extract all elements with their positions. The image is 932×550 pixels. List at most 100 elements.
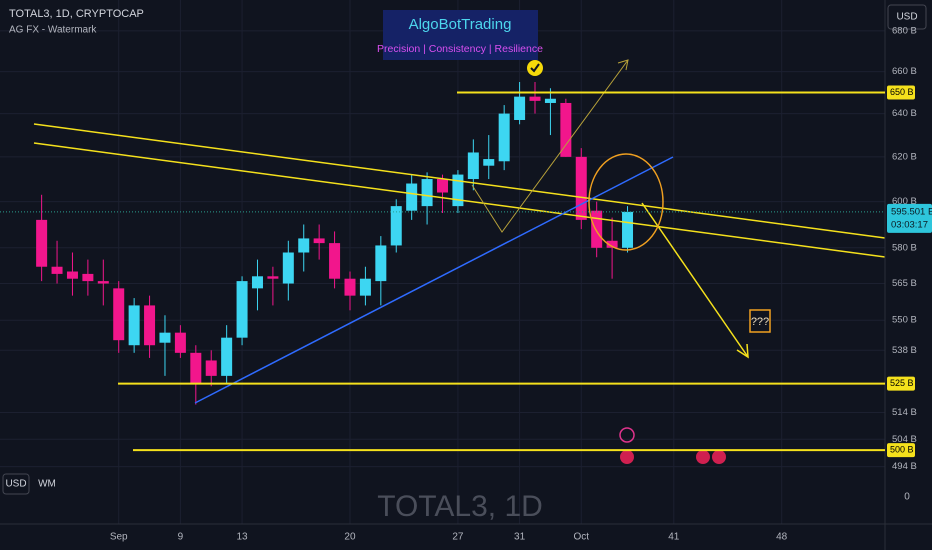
level-label: 525 B: [890, 378, 914, 388]
candle-body: [421, 179, 433, 207]
candle-body: [313, 238, 325, 244]
x-tick-label: Sep: [110, 532, 128, 543]
candle-body: [51, 266, 63, 274]
x-tick-label: Oct: [573, 532, 589, 543]
level-label: 500 B: [890, 445, 914, 455]
y-tick-label: 620 B: [892, 151, 917, 162]
y-tick-label: 660 B: [892, 66, 917, 77]
currency-toggle[interactable]: [2, 473, 30, 495]
candles: [36, 81, 634, 405]
candle-body: [544, 98, 556, 103]
event-icon: [696, 450, 710, 464]
y-tick-label: 494 B: [892, 461, 917, 472]
check-mark: [530, 63, 540, 73]
candle-body: [128, 305, 140, 346]
x-tick-label: 48: [776, 532, 788, 543]
y-tick-label: 504 B: [892, 434, 917, 445]
chart-title: TOTAL3, 1D, CRYPTOCAP: [9, 8, 144, 20]
annotation: ???: [751, 316, 769, 328]
candle-body: [606, 240, 618, 248]
y-tick-label: 680 B: [892, 25, 917, 36]
level-label-box: [887, 85, 915, 100]
volume-axis-label: 0: [904, 492, 910, 503]
candle-body: [159, 332, 171, 343]
x-tick-label: 27: [452, 532, 464, 543]
x-tick-label: 13: [237, 532, 249, 543]
countdown: 03:03:17: [891, 219, 928, 230]
current-price-label: 595.501 B: [891, 206, 932, 217]
candle-body: [329, 243, 341, 279]
event-icon: [712, 450, 726, 464]
candle-body: [190, 352, 202, 384]
y-tick-label: 514 B: [892, 407, 917, 418]
candle-body: [97, 281, 109, 284]
candle-body: [174, 332, 186, 353]
y-tick-label: 640 B: [892, 108, 917, 119]
arrow: [641, 202, 749, 358]
candle-body: [575, 156, 587, 220]
x-tick-label: 9: [178, 532, 184, 543]
candle-body: [36, 219, 48, 267]
x-tick-label: 20: [344, 532, 356, 543]
arrow-head: [736, 343, 749, 359]
brand-title: AlgoBotTrading: [409, 16, 512, 33]
trend-line: [194, 156, 674, 404]
arrow-head: [617, 59, 629, 71]
candle-body: [236, 281, 248, 338]
event-icon: [619, 427, 635, 443]
candle-body: [82, 273, 94, 282]
candle-body: [359, 278, 371, 296]
level-label-box: [887, 443, 915, 458]
y-tick-label: 538 B: [892, 345, 917, 356]
candle-body: [298, 238, 310, 253]
x-tick-label: 41: [668, 532, 680, 543]
candle-body: [144, 305, 156, 346]
candle-body: [452, 174, 464, 207]
candle-body: [267, 276, 279, 279]
level-label: 650 B: [890, 87, 914, 97]
candle-body: [514, 96, 526, 120]
trend-line: [33, 123, 886, 239]
current-price-box: [887, 203, 932, 233]
y-tick-label: 580 B: [892, 242, 917, 253]
candle-body: [437, 179, 448, 193]
trend-line: [33, 142, 886, 258]
currency-button[interactable]: [887, 4, 927, 30]
candle-body: [375, 245, 387, 282]
brand-box: [383, 10, 538, 60]
highlight-circle: [588, 153, 664, 251]
candle-body: [529, 96, 541, 101]
x-tick-label: 31: [514, 532, 526, 543]
event-icon: [620, 450, 634, 464]
candle-body: [205, 360, 217, 376]
level-label-box: [887, 376, 915, 391]
candle-body: [113, 288, 125, 341]
y-tick-label: 600 B: [892, 196, 917, 207]
watermark: TOTAL3, 1D: [377, 490, 543, 523]
wm-toggle[interactable]: WM: [38, 479, 56, 490]
annotation-box: [749, 309, 771, 333]
candle-body: [390, 206, 402, 246]
currency[interactable]: USD: [896, 12, 917, 23]
candle-body: [221, 337, 233, 376]
projection-path: [471, 59, 629, 233]
candle-body: [483, 159, 495, 166]
candle-body: [282, 252, 294, 284]
chart-subtitle: AG FX - Watermark: [9, 25, 97, 36]
candle-body: [251, 276, 263, 289]
candle-body: [591, 210, 603, 248]
candle-body: [66, 271, 78, 279]
y-tick-label: 550 B: [892, 315, 917, 326]
candle-body: [622, 211, 634, 248]
currency-toggle-label[interactable]: USD: [5, 479, 26, 490]
candle-body: [467, 152, 479, 180]
candle-body: [560, 102, 572, 157]
candle-body: [406, 183, 418, 211]
brand-tagline: Precision | Consistency | Resilience: [377, 43, 543, 55]
y-tick-label: 565 B: [892, 278, 917, 289]
candle-body: [498, 113, 510, 162]
candle-body: [344, 278, 356, 296]
